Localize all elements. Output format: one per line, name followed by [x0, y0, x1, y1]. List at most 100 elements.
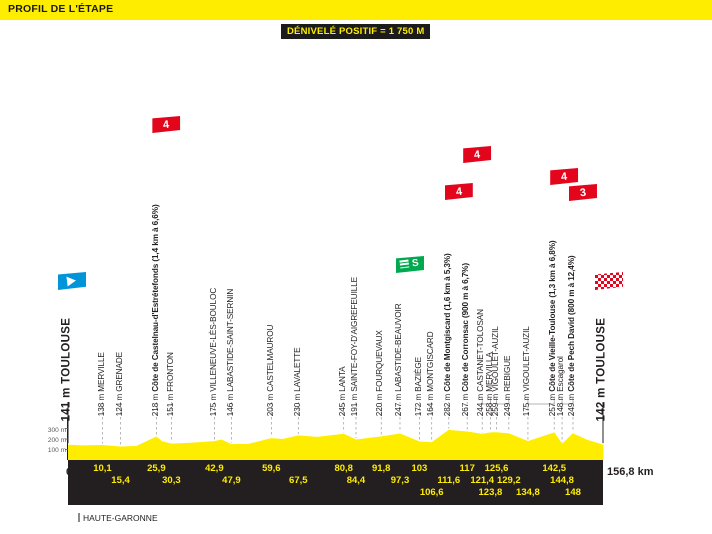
distance-label: 117: [459, 463, 475, 474]
location-label: 151 m FRONTON: [165, 352, 175, 417]
distance-label: 84,4: [346, 475, 366, 486]
distance-label: 134,8: [516, 487, 540, 498]
departement-tick: [78, 513, 80, 522]
distance-label: 80,8: [334, 463, 353, 474]
location-name: LABASTIDE-SAINT-SERNIN: [225, 288, 235, 392]
location-label: 245 m LANTA: [337, 366, 347, 417]
distance-brackets: [481, 398, 574, 405]
y-tick-200: 200 m: [47, 437, 66, 444]
location-label: 230 m LAVALETTE: [292, 347, 302, 417]
leader-lines: [67, 402, 604, 445]
location-label: 191 m SAINTE-FOY-D'AIGREFEUILLE: [349, 276, 359, 416]
location-name: LABASTIDE-BEAUVOIR: [393, 303, 403, 392]
location-altitude: 249 m: [502, 391, 512, 417]
location-altitude: 230 m: [292, 391, 302, 417]
location-name: VILLENEUVE-LÈS-BOULOC: [208, 287, 218, 392]
distance-label: 91,8: [371, 463, 391, 474]
climb-category-number: 4: [473, 148, 481, 161]
climb-category-number: 4: [454, 185, 463, 198]
location-name: GRENADE: [114, 351, 124, 392]
distance-label: 67,5: [289, 475, 308, 486]
location-name: FRONTON: [165, 352, 175, 392]
distance-label: 123,8: [478, 487, 503, 498]
climb-category-number: 4: [162, 118, 171, 131]
distance-label: 10,1: [93, 463, 112, 474]
location-altitude: 218 m: [150, 391, 160, 417]
climb-category-flag: 4: [550, 168, 579, 185]
header-banner: PROFIL DE L'ÉTAPE: [0, 0, 712, 20]
distance-label: 97,3: [390, 475, 410, 486]
location-label: 148 m Escagarol: [556, 356, 566, 416]
location-name: TOULOUSE: [60, 317, 73, 384]
distance-label: 106,6: [419, 487, 444, 498]
distance-label: 129,2: [496, 475, 521, 486]
location-altitude: 138 m: [96, 391, 106, 417]
location-name: TOULOUSE: [595, 317, 608, 384]
location-altitude: 245 m: [337, 391, 347, 417]
location-label: 267 m Côte de Corronsac (900 m à 6,7%): [461, 263, 471, 417]
location-name: MONTGISCARD: [425, 331, 435, 392]
distance-label: 121,4: [470, 475, 495, 486]
elevation-gain-badge: DÉNIVELÉ POSITIF = 1 750 M: [281, 24, 431, 39]
location-label: 220 m FOURQUEVAUX: [375, 330, 385, 416]
location-name: LAVALETTE: [292, 347, 302, 392]
location-name: MERVILLE: [96, 352, 106, 392]
distance-label: 30,3: [162, 475, 181, 486]
departement-name: HAUTE-GARONNE: [83, 513, 158, 523]
location-name: REBIGUE: [502, 355, 512, 392]
location-name: LANTA: [337, 366, 347, 392]
location-name: SAINTE-FOY-D'AIGREFEUILLE: [349, 276, 359, 392]
location-name: Escagarol: [556, 356, 566, 392]
climb-flag-shape: [550, 168, 579, 185]
location-label: 218 m Côte de Castelnau-d'Estrétefonds (…: [150, 204, 160, 417]
distance-label: 142,5: [542, 463, 567, 474]
location-altitude: 151 m: [165, 391, 175, 417]
play-triangle-icon: [66, 275, 77, 287]
distance-label: 59,6: [262, 463, 281, 474]
location-altitude: 203 m: [265, 391, 275, 417]
location-label: 249 m REBIGUE: [502, 355, 512, 417]
climb-name: Côte de Corronsac (900 m à 6,7%): [461, 263, 471, 392]
location-altitude: 175 m: [208, 391, 218, 417]
y-tick-100: 100 m: [47, 447, 66, 454]
location-name: FOURQUEVAUX: [375, 330, 385, 392]
distance-label: 15,4: [111, 475, 130, 486]
location-altitude: 141 m: [60, 383, 73, 422]
distance-label: 47,9: [222, 475, 241, 486]
climb-flag-shape: [444, 183, 473, 200]
checkered-flag-shape: [595, 272, 623, 290]
location-label: 138 m MERVILLE: [96, 352, 106, 417]
sprint-flag-icon: S: [395, 256, 424, 273]
location-altitude: 164 m: [425, 391, 435, 417]
distance-label: 111,6: [437, 475, 461, 486]
elevation-gain-label: DÉNIVELÉ POSITIF = 1 750 M: [287, 26, 425, 37]
location-altitude: 146 m: [225, 391, 235, 417]
sprint-letter: S: [411, 257, 420, 270]
location-altitude: 142 m: [595, 383, 608, 422]
climb-flag-shape: [152, 116, 181, 133]
start-flag-icon: [58, 272, 86, 290]
location-name: VIGOULET-AUZIL: [490, 326, 500, 392]
location-label: 124 m GRENADE: [114, 351, 124, 416]
finish-flag-icon: [595, 272, 623, 290]
location-altitude: 247 m: [393, 391, 403, 417]
page-title: PROFIL DE L'ÉTAPE: [8, 3, 114, 15]
location-label: 141 m TOULOUSE: [60, 317, 74, 422]
location-altitude: 175 m: [521, 391, 531, 417]
location-altitude: 267 m: [461, 391, 471, 417]
total-distance-label: 156,8 km: [607, 466, 654, 478]
location-altitude: 259 m: [490, 391, 500, 417]
location-label: 203 m CASTELMAUROU: [265, 325, 275, 417]
departement-label: HAUTE-GARONNE: [78, 513, 158, 523]
location-altitude: 172 m: [413, 391, 423, 417]
location-altitude: 249 m: [566, 391, 576, 417]
distance-label: 125,6: [484, 463, 509, 474]
distance-label: 144,8: [550, 475, 574, 486]
climb-category-flag: 4: [463, 146, 492, 163]
location-label: 249 m Côte de Pech David (800 m à 12,4%): [566, 255, 576, 417]
distance-label: 103: [411, 463, 428, 474]
distance-label: 148: [565, 487, 581, 498]
climb-category-number: 3: [579, 186, 587, 199]
location-label: 247 m LABASTIDE-BEAUVOIR: [393, 303, 403, 417]
